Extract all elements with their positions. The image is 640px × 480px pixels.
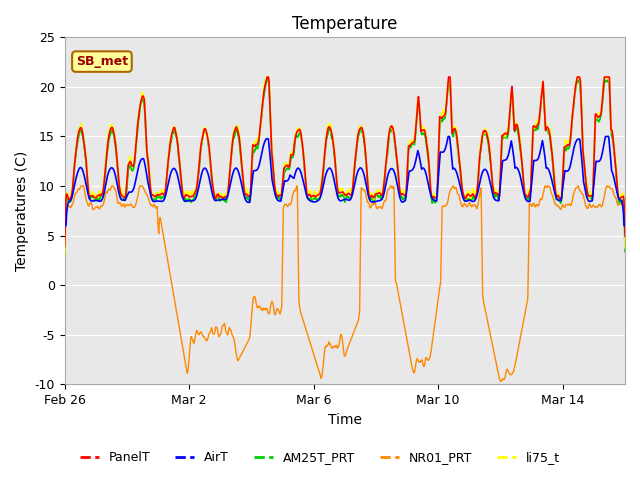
Y-axis label: Temperatures (C): Temperatures (C) (15, 151, 29, 271)
Title: Temperature: Temperature (292, 15, 397, 33)
Legend: PanelT, AirT, AM25T_PRT, NR01_PRT, li75_t: PanelT, AirT, AM25T_PRT, NR01_PRT, li75_… (75, 446, 565, 469)
Text: SB_met: SB_met (76, 55, 128, 68)
X-axis label: Time: Time (328, 413, 362, 427)
